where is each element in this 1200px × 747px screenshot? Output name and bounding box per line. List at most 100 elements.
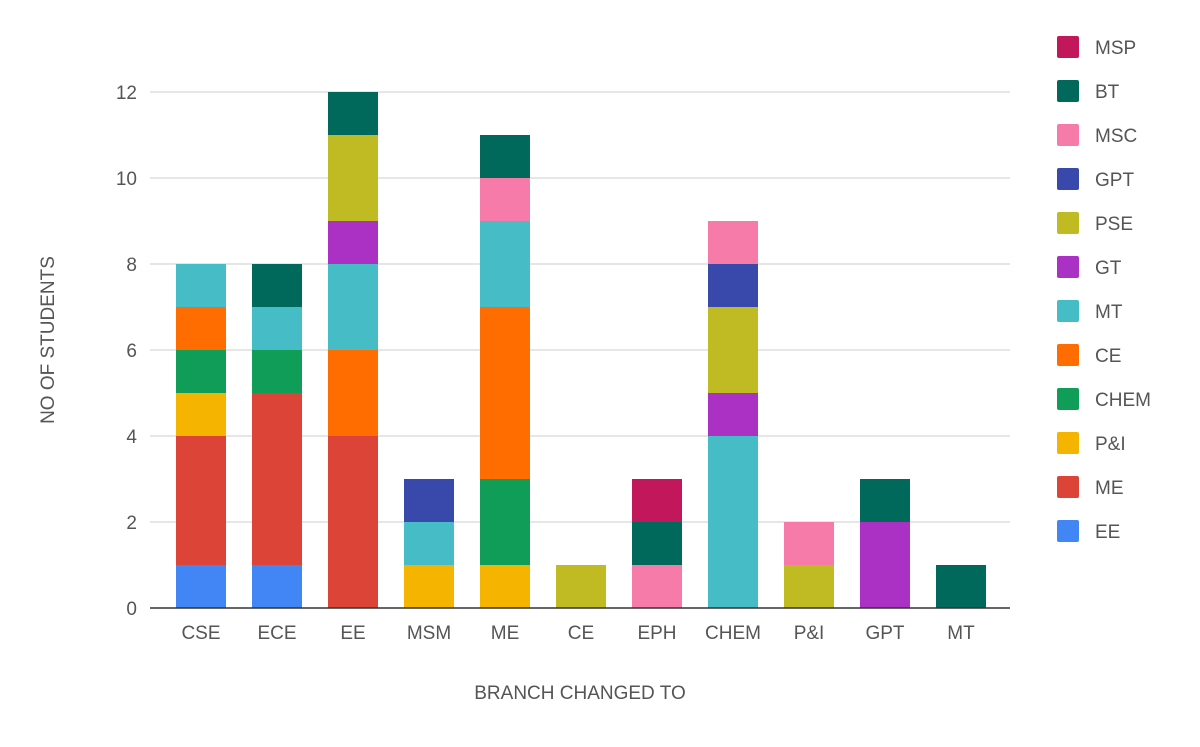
- bar-segment-CSE-MT: [176, 264, 226, 307]
- legend-label: CE: [1095, 346, 1121, 367]
- x-axis-label: BRANCH CHANGED TO: [474, 683, 686, 704]
- bar-segment-CHEM-MT: [708, 436, 758, 608]
- bar-segment-EE-BT: [328, 92, 378, 135]
- y-axis-label: NO OF STUDENTS: [38, 256, 59, 424]
- bar-segment-CHEM-PSE: [708, 307, 758, 393]
- bar-segment-CSE-P&I: [176, 393, 226, 436]
- legend: MSP BT MSC GPT PSE GT MT CE CHEM P&I ME EE: [1057, 36, 1151, 543]
- legend-label: CHEM: [1095, 390, 1151, 411]
- bars: [176, 92, 986, 608]
- bar-segment-ME-CE: [480, 307, 530, 479]
- bar-segment-ECE-MT: [252, 307, 302, 350]
- x-tick-label: GPT: [865, 623, 904, 644]
- legend-label: PSE: [1095, 214, 1133, 235]
- bar-segment-ME-MSC: [480, 178, 530, 221]
- bar-segment-P&I-PSE: [784, 565, 834, 608]
- legend-label: MSC: [1095, 126, 1137, 147]
- legend-label: BT: [1095, 82, 1120, 103]
- bar-segment-ECE-CHEM: [252, 350, 302, 393]
- bar-segment-MSM-P&I: [404, 565, 454, 608]
- bar-segment-P&I-MSC: [784, 522, 834, 565]
- bar-segment-ECE-ME: [252, 393, 302, 565]
- legend-label: P&I: [1095, 434, 1126, 455]
- legend-item: BT: [1057, 80, 1120, 103]
- bar-segment-EPH-MSP: [632, 479, 682, 522]
- legend-swatch: [1057, 80, 1079, 102]
- legend-item: GT: [1057, 256, 1122, 279]
- legend-swatch: [1057, 124, 1079, 146]
- legend-swatch: [1057, 256, 1079, 278]
- bar-segment-GPT-BT: [860, 479, 910, 522]
- bar-segment-ME-BT: [480, 135, 530, 178]
- legend-item: GPT: [1057, 168, 1134, 191]
- bar-segment-CHEM-GPT: [708, 264, 758, 307]
- legend-swatch: [1057, 168, 1079, 190]
- y-tick-label: 6: [126, 341, 137, 362]
- bar-segment-ME-CHEM: [480, 479, 530, 565]
- y-tick-label: 12: [116, 83, 137, 104]
- x-tick-label: CE: [568, 623, 594, 644]
- bar-segment-ME-MT: [480, 221, 530, 307]
- legend-item: MSP: [1057, 36, 1136, 59]
- bar-segment-ECE-BT: [252, 264, 302, 307]
- legend-item: MT: [1057, 300, 1123, 323]
- legend-item: CE: [1057, 344, 1121, 367]
- x-tick-label: CHEM: [705, 623, 761, 644]
- y-tick-label: 10: [116, 169, 137, 190]
- bar-segment-EE-ME: [328, 436, 378, 608]
- legend-label: ME: [1095, 478, 1124, 499]
- bar-segment-MT-BT: [936, 565, 986, 608]
- y-tick-label: 0: [126, 599, 137, 620]
- x-tick-labels: CSE ECE EE MSM ME CE EPH CHEM P&I GPT MT: [181, 623, 975, 644]
- y-tick-label: 2: [126, 513, 137, 534]
- legend-swatch: [1057, 344, 1079, 366]
- legend-item: EE: [1057, 520, 1120, 543]
- x-tick-label: MSM: [407, 623, 451, 644]
- bar-segment-GPT-GT: [860, 522, 910, 608]
- bar-segment-EE-PSE: [328, 135, 378, 221]
- legend-label: MSP: [1095, 38, 1136, 59]
- legend-label: GT: [1095, 258, 1122, 279]
- bar-segment-CSE-EE: [176, 565, 226, 608]
- legend-swatch: [1057, 432, 1079, 454]
- bar-segment-ECE-EE: [252, 565, 302, 608]
- y-tick-labels: 0 2 4 6 8 10 12: [116, 83, 138, 620]
- bar-segment-CE-PSE: [556, 565, 606, 608]
- legend-swatch: [1057, 476, 1079, 498]
- legend-label: MT: [1095, 302, 1123, 323]
- bar-segment-EE-GT: [328, 221, 378, 264]
- legend-swatch: [1057, 36, 1079, 58]
- y-tick-label: 8: [126, 255, 137, 276]
- legend-swatch: [1057, 520, 1079, 542]
- bar-segment-EPH-MSC: [632, 565, 682, 608]
- bar-segment-CHEM-MSC: [708, 221, 758, 264]
- bar-segment-MSM-MT: [404, 522, 454, 565]
- legend-item: CHEM: [1057, 388, 1151, 411]
- y-tick-label: 4: [126, 427, 137, 448]
- bar-segment-EE-MT: [328, 264, 378, 350]
- bar-segment-ME-P&I: [480, 565, 530, 608]
- legend-item: MSC: [1057, 124, 1137, 147]
- x-tick-label: EE: [340, 623, 365, 644]
- bar-segment-EPH-BT: [632, 522, 682, 565]
- legend-label: EE: [1095, 522, 1120, 543]
- legend-item: ME: [1057, 476, 1124, 499]
- legend-item: PSE: [1057, 212, 1133, 235]
- x-tick-label: ECE: [257, 623, 296, 644]
- legend-label: GPT: [1095, 170, 1134, 191]
- x-tick-label: MT: [947, 623, 975, 644]
- x-tick-label: CSE: [181, 623, 220, 644]
- legend-swatch: [1057, 212, 1079, 234]
- legend-swatch: [1057, 388, 1079, 410]
- bar-segment-EE-CE: [328, 350, 378, 436]
- bar-segment-CHEM-GT: [708, 393, 758, 436]
- bar-segment-CSE-CHEM: [176, 350, 226, 393]
- x-tick-label: P&I: [794, 623, 825, 644]
- bar-segment-CSE-CE: [176, 307, 226, 350]
- x-tick-label: EPH: [637, 623, 676, 644]
- bar-segment-MSM-GPT: [404, 479, 454, 522]
- legend-item: P&I: [1057, 432, 1126, 455]
- legend-swatch: [1057, 300, 1079, 322]
- bar-segment-CSE-ME: [176, 436, 226, 565]
